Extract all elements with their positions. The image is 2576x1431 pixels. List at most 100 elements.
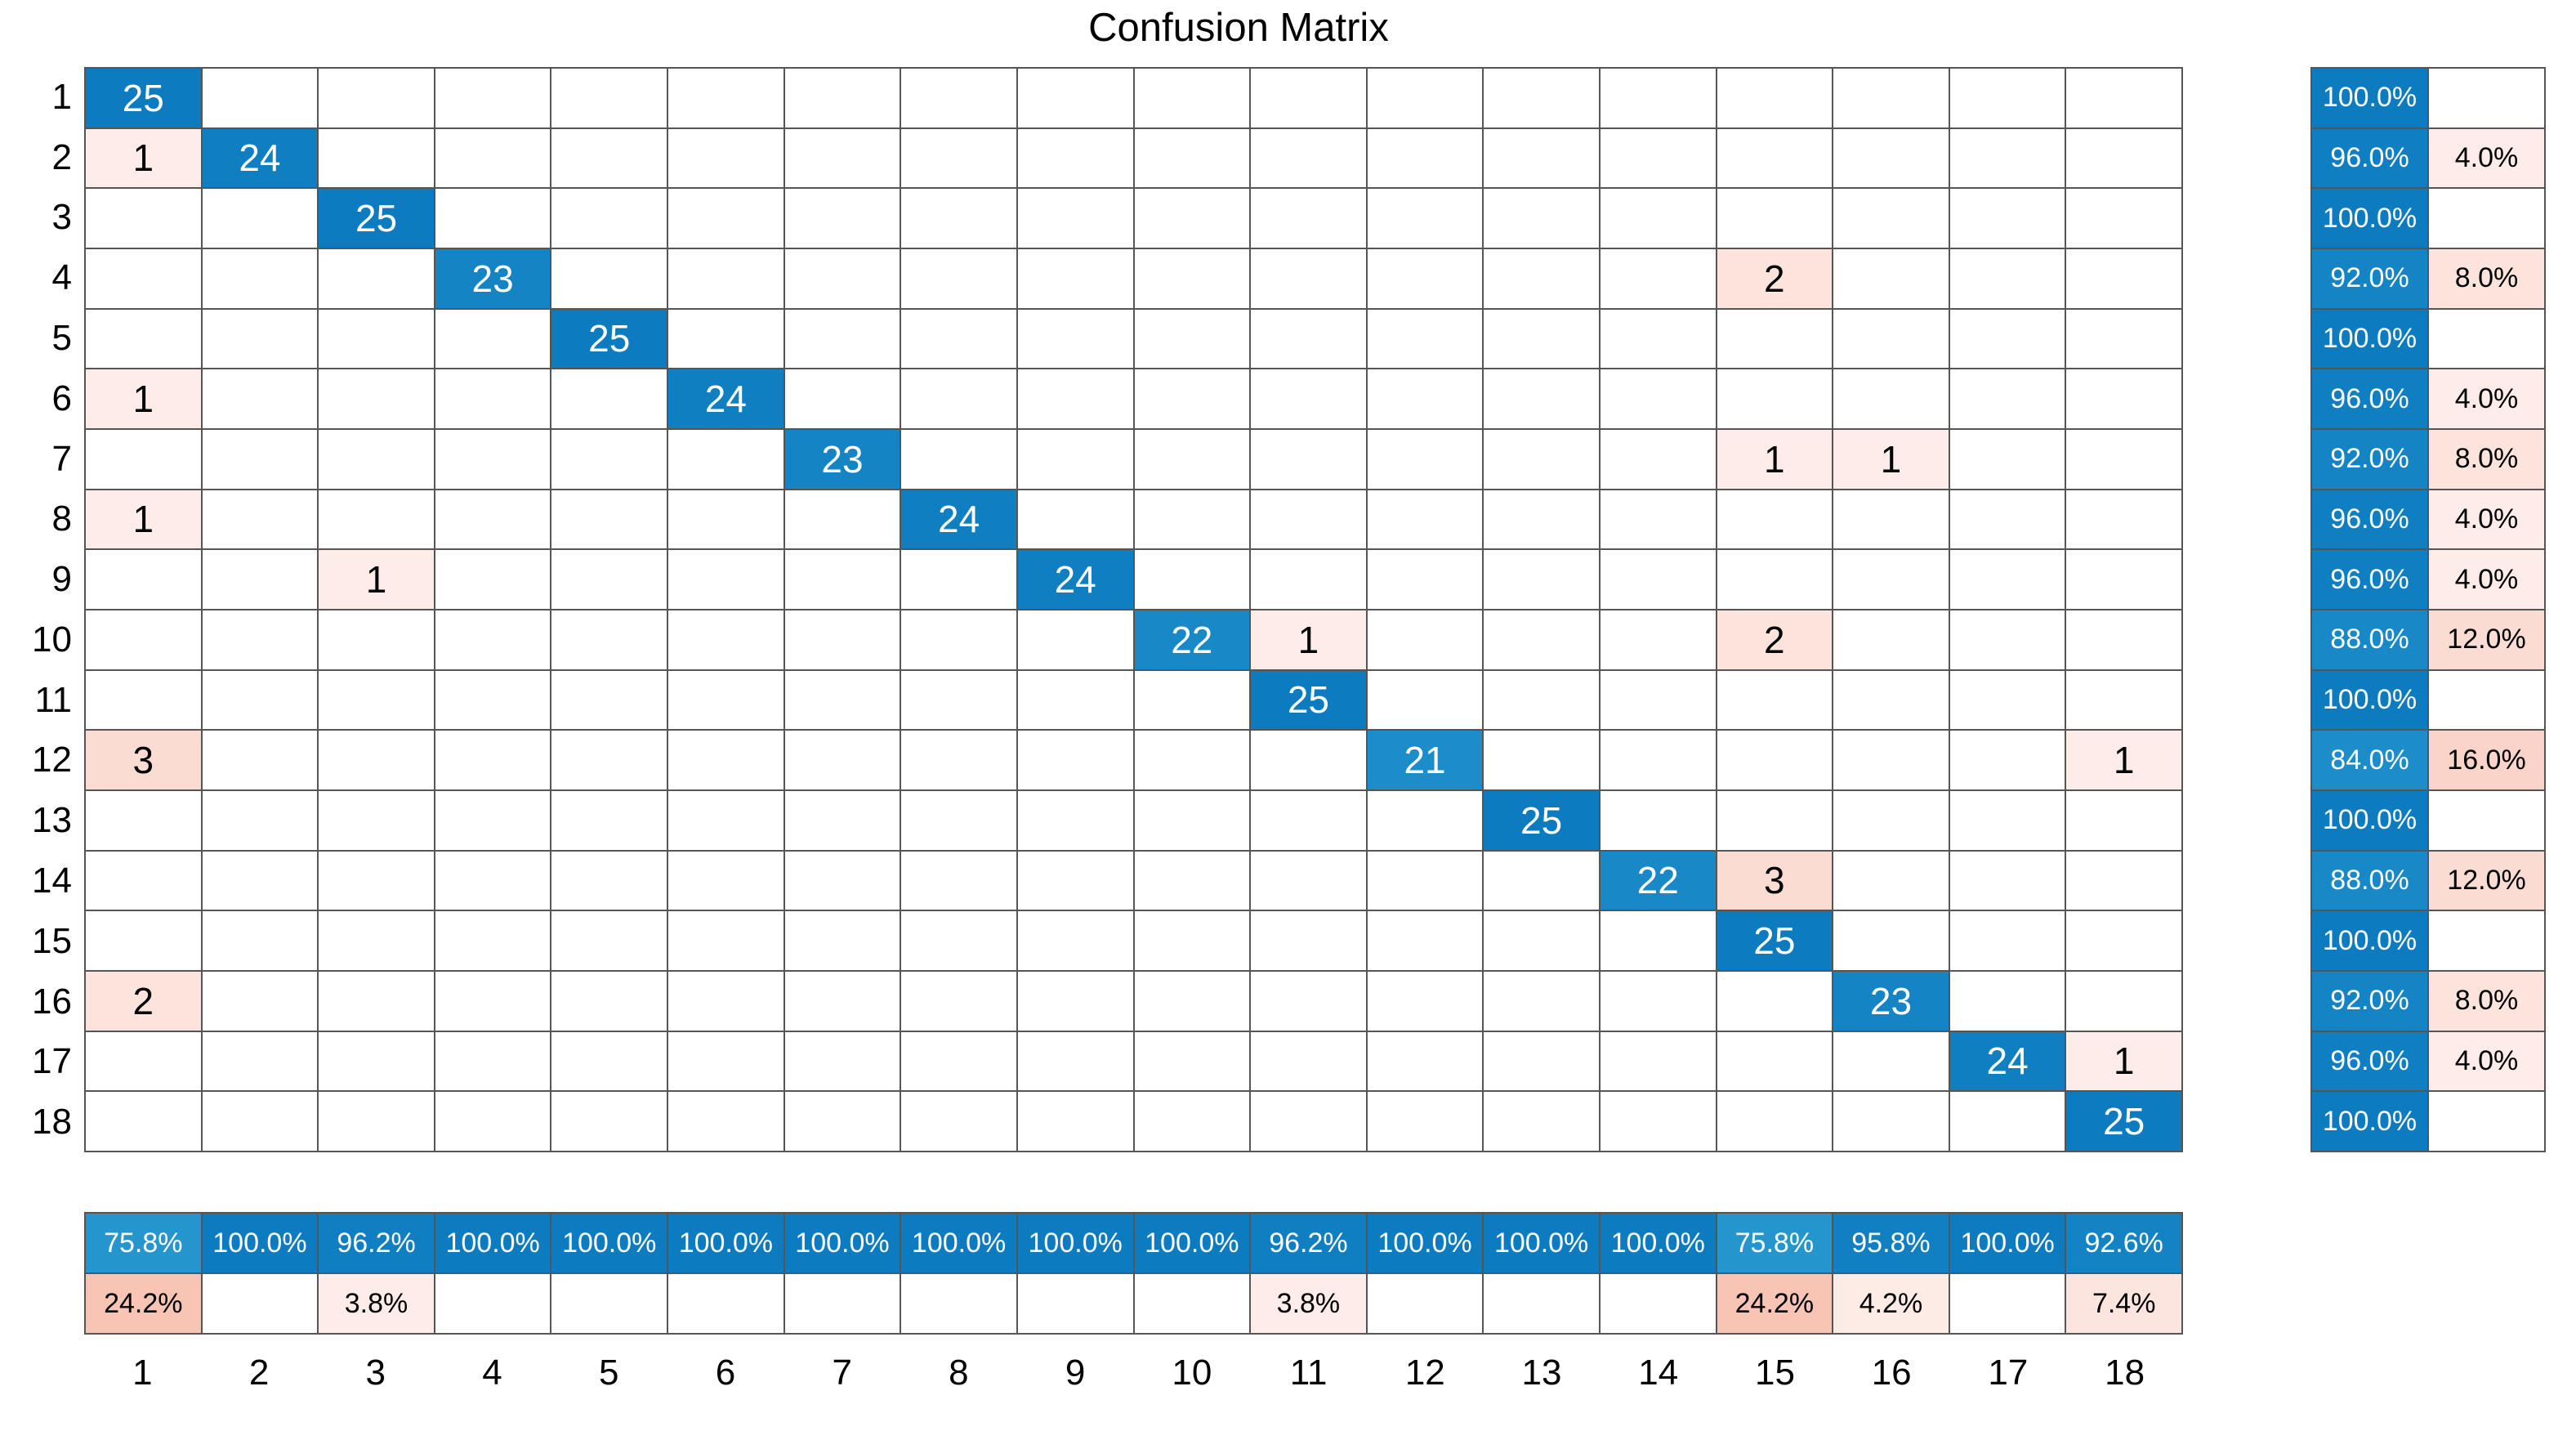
matrix-cell	[86, 429, 203, 490]
matrix-cell	[668, 911, 785, 972]
matrix-cell	[202, 670, 319, 731]
matrix-cell	[435, 911, 552, 972]
matrix-cell	[1600, 1031, 1717, 1093]
matrix-cell	[901, 128, 1018, 190]
matrix-cell: 23	[435, 248, 552, 310]
col-summary-error-cell: 4.2%	[1833, 1274, 1950, 1335]
matrix-cell	[1017, 851, 1135, 912]
matrix-cell	[1600, 790, 1717, 852]
matrix-cell	[551, 369, 669, 430]
matrix-cell	[1017, 790, 1135, 852]
matrix-cell	[1017, 248, 1135, 310]
matrix-cell	[1251, 128, 1368, 190]
matrix-cell	[1017, 128, 1135, 190]
matrix-cell	[435, 550, 552, 610]
matrix-cell	[551, 670, 669, 731]
x-tick-label: 12	[1404, 1353, 1445, 1393]
matrix-cell	[551, 550, 669, 610]
x-tick-label: 4	[482, 1353, 502, 1393]
matrix-cell	[1833, 610, 1950, 671]
matrix-cell	[1600, 429, 1717, 490]
matrix-cell	[1949, 610, 2067, 671]
matrix-cell	[2066, 429, 2183, 490]
col-summary-error-cell: 3.8%	[1251, 1274, 1368, 1335]
x-tick-label: 5	[599, 1353, 619, 1393]
matrix-cell	[668, 550, 785, 610]
matrix-cell	[784, 69, 902, 129]
matrix-cell	[1600, 1092, 1717, 1152]
matrix-cell	[1717, 189, 1834, 249]
matrix-cell	[1251, 851, 1368, 912]
matrix-cell	[202, 971, 319, 1032]
matrix-cell	[1484, 248, 1601, 310]
matrix-cell	[202, 911, 319, 972]
row-summary-error-cell	[2429, 1092, 2546, 1152]
matrix-cell	[1484, 1031, 1601, 1093]
matrix-cell	[668, 851, 785, 912]
matrix-cell: 2	[1717, 248, 1834, 310]
matrix-cell	[1949, 851, 2067, 912]
matrix-cell	[1949, 550, 2067, 610]
matrix-cell	[1017, 971, 1135, 1032]
matrix-cell	[1484, 911, 1601, 972]
matrix-cell	[1949, 69, 2067, 129]
matrix-cell	[1367, 248, 1484, 310]
matrix-cell	[1134, 369, 1252, 430]
matrix-cell	[1251, 1031, 1368, 1093]
matrix-cell	[668, 1031, 785, 1093]
row-summary-correct-cell: 92.0%	[2312, 971, 2429, 1032]
row-summary-grid: 100.0% 96.0% 4.0% 100.0% 92.0% 8.0% 100.0% 96.0…	[2310, 67, 2546, 1152]
matrix-cell	[435, 610, 552, 671]
y-tick-label: 7	[51, 438, 72, 479]
y-tick-label: 13	[32, 800, 72, 841]
row-summary-correct-cell: 96.0%	[2312, 490, 2429, 551]
matrix-cell	[435, 971, 552, 1032]
matrix-cell	[784, 731, 902, 791]
matrix-cell	[901, 550, 1018, 610]
matrix-cell	[1367, 971, 1484, 1032]
matrix-cell	[319, 248, 435, 310]
col-summary-correct-cell: 100.0%	[901, 1214, 1018, 1274]
matrix-cell	[1484, 69, 1601, 129]
matrix-cell	[435, 128, 552, 190]
matrix-cell	[1367, 309, 1484, 370]
matrix-cell	[784, 790, 902, 852]
row-summary-correct-cell: 100.0%	[2312, 189, 2429, 249]
row-summary-correct-cell: 88.0%	[2312, 610, 2429, 671]
matrix-cell	[202, 610, 319, 671]
matrix-cell	[86, 610, 203, 671]
y-tick-label: 4	[51, 257, 72, 298]
row-summary-correct-cell: 96.0%	[2312, 369, 2429, 430]
row-summary-error-cell: 8.0%	[2429, 971, 2546, 1032]
matrix-cell	[1017, 1092, 1135, 1152]
matrix-cell	[668, 189, 785, 249]
matrix-cell	[1251, 69, 1368, 129]
matrix-cell	[668, 731, 785, 791]
row-summary-error-cell: 4.0%	[2429, 128, 2546, 190]
col-summary-error-cell: 3.8%	[319, 1274, 435, 1335]
matrix-cell	[1484, 731, 1601, 791]
col-summary-correct-cell: 75.8%	[1717, 1214, 1834, 1274]
col-summary-correct-cell: 100.0%	[1949, 1214, 2067, 1274]
matrix-cell	[668, 69, 785, 129]
matrix-cell	[2066, 309, 2183, 370]
matrix-cell	[435, 309, 552, 370]
matrix-cell	[1367, 490, 1484, 551]
matrix-cell	[202, 248, 319, 310]
matrix-cell	[1251, 248, 1368, 310]
matrix-cell	[1949, 248, 2067, 310]
matrix-cell	[319, 369, 435, 430]
matrix-cell	[551, 1031, 669, 1093]
matrix-cell	[202, 309, 319, 370]
matrix-cell: 1	[86, 369, 203, 430]
matrix-cell	[435, 490, 552, 551]
col-summary-error-cell: 24.2%	[86, 1274, 203, 1335]
matrix-cell	[1367, 550, 1484, 610]
matrix-cell: 2	[86, 971, 203, 1032]
matrix-cell	[435, 1092, 552, 1152]
matrix-cell	[1833, 851, 1950, 912]
col-summary-error-cell	[901, 1274, 1018, 1335]
matrix-cell	[901, 248, 1018, 310]
matrix-cell	[1251, 189, 1368, 249]
row-summary-error-cell: 12.0%	[2429, 851, 2546, 912]
